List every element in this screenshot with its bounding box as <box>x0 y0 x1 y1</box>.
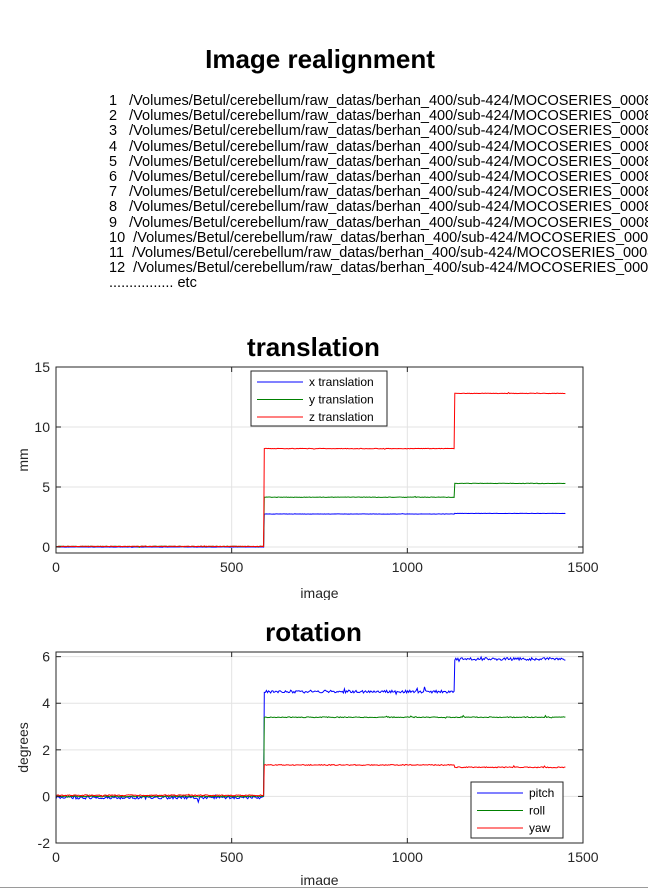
y-tick-label: 5 <box>42 479 50 495</box>
file-list-row: 6 /Volumes/Betul/cerebellum/raw_datas/be… <box>109 169 648 186</box>
y-tick-label: 4 <box>42 695 50 711</box>
figure-title: Image realignment <box>205 44 435 74</box>
x-tick-label: 1500 <box>567 849 598 865</box>
x-tick-label: 0 <box>52 849 60 865</box>
file-list-row: 12 /Volumes/Betul/cerebellum/raw_datas/b… <box>109 260 648 277</box>
x-tick-label: 500 <box>220 559 244 575</box>
series-line-z-translation <box>55 391 566 548</box>
x-axis-label: image <box>300 585 338 600</box>
page-divider <box>0 887 648 888</box>
file-list-row: 9 /Volumes/Betul/cerebellum/raw_datas/be… <box>109 214 648 231</box>
x-axis-label: image <box>300 872 338 885</box>
series-line-x-translation <box>55 512 566 548</box>
x-tick-label: 500 <box>220 849 244 865</box>
series-line-yaw <box>55 763 566 798</box>
rotation-chart: 0 500 1000 1500-20246rotationimagedegreespi… <box>15 617 599 885</box>
x-tick-label: 1000 <box>392 559 423 575</box>
legend-label: pitch <box>529 786 554 800</box>
legend-label: x translation <box>309 375 374 389</box>
y-tick-label: 0 <box>42 539 50 555</box>
y-axis-label: degrees <box>15 722 31 773</box>
translation-chart: 0 500 1000 1500 0 5 10 15 translation image mm x tr… <box>15 332 599 600</box>
file-list-row: 2 /Volumes/Betul/cerebellum/raw_datas/be… <box>109 108 648 125</box>
y-tick-label: -2 <box>38 835 51 851</box>
legend-label: yaw <box>529 821 551 835</box>
file-list-row: 5 /Volumes/Betul/cerebellum/raw_datas/be… <box>109 153 648 170</box>
y-tick-label: 2 <box>42 742 50 758</box>
y-tick-label: 15 <box>34 359 50 375</box>
axes-box <box>55 651 584 844</box>
axes-box <box>55 366 584 554</box>
x-tick-label: 1500 <box>567 559 598 575</box>
series-line-pitch <box>55 655 566 804</box>
legend-label: z translation <box>309 410 374 424</box>
file-list-row: 7 /Volumes/Betul/cerebellum/raw_datas/be… <box>109 184 648 201</box>
file-list-row: ................ etc <box>109 275 197 292</box>
legend-label: roll <box>529 804 545 818</box>
series-line-roll <box>55 714 566 798</box>
file-list: 1 /Volumes/Betul/cerebellum/raw_datas/be… <box>109 94 648 292</box>
y-tick-label: 10 <box>34 419 50 435</box>
file-list-row: 3 /Volumes/Betul/cerebellum/raw_datas/be… <box>109 123 648 140</box>
x-tick-label: 0 <box>52 559 60 575</box>
file-list-row: 8 /Volumes/Betul/cerebellum/raw_datas/be… <box>109 199 648 216</box>
chart-title: translation <box>247 332 380 362</box>
legend-label: y translation <box>309 393 374 407</box>
y-axis-label: mm <box>15 448 31 471</box>
chart-title: rotation <box>265 617 362 647</box>
y-tick-label: 6 <box>42 649 50 665</box>
file-list-row: 10 /Volumes/Betul/cerebellum/raw_datas/b… <box>109 229 648 246</box>
x-tick-label: 1000 <box>392 849 423 865</box>
file-list-row: 11 /Volumes/Betul/cerebellum/raw_datas/b… <box>109 245 648 262</box>
file-list-row: 1 /Volumes/Betul/cerebellum/raw_datas/be… <box>109 94 648 109</box>
file-list-row: 4 /Volumes/Betul/cerebellum/raw_datas/be… <box>109 138 648 155</box>
y-tick-label: 0 <box>42 788 50 804</box>
